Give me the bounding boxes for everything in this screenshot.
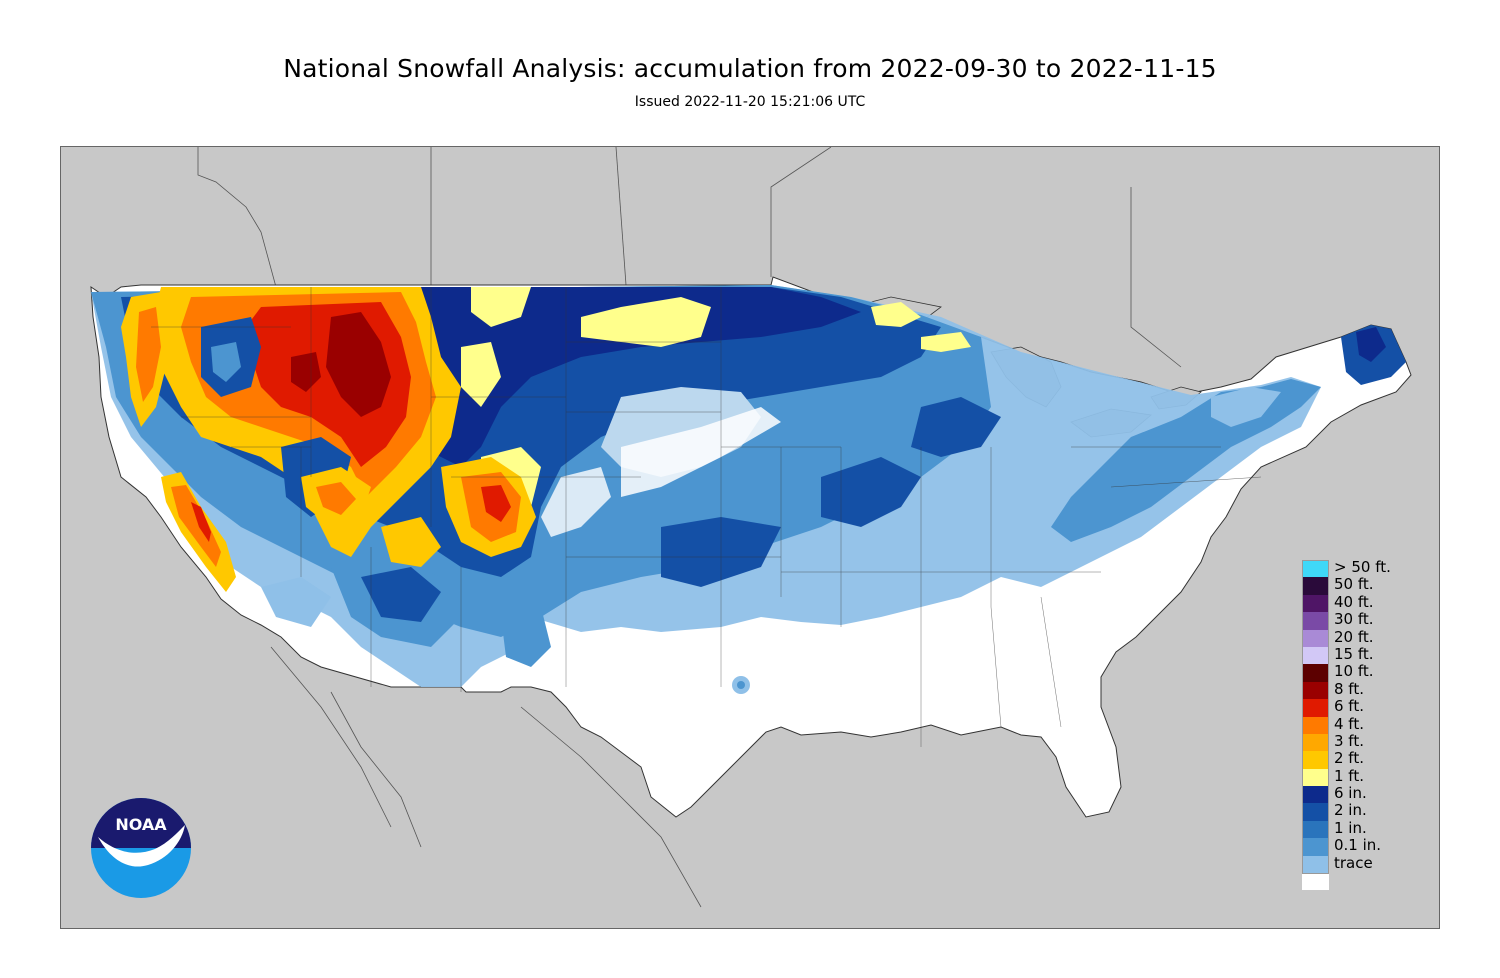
legend-label: 30 ft.: [1334, 610, 1374, 629]
map-subtitle: Issued 2022-11-20 15:21:06 UTC: [634, 94, 866, 110]
legend-swatch: [1302, 577, 1329, 595]
legend-label: 2 ft.: [1334, 749, 1364, 768]
legend-label: 1 in.: [1334, 818, 1367, 837]
legend-label: 15 ft.: [1334, 644, 1374, 663]
legend-label: 4 ft.: [1334, 714, 1364, 733]
legend-swatch: [1302, 716, 1329, 734]
legend-swatch: [1302, 838, 1329, 856]
legend-swatch: [1302, 855, 1329, 874]
legend-label: 6 ft.: [1334, 697, 1364, 716]
legend-swatch: [1302, 594, 1329, 613]
map-title: National Snowfall Analysis: accumulation…: [283, 54, 1217, 83]
snowfall-map[interactable]: [60, 146, 1440, 929]
mexico-borders: [270, 646, 702, 908]
legend-swatch: [1302, 664, 1329, 682]
canada-borders: [197, 147, 1182, 368]
noaa-logo-text: NOAA: [115, 815, 167, 834]
legend-swatch: [1302, 699, 1329, 717]
legend-label: 2 in.: [1334, 801, 1367, 820]
legend-swatch: [1302, 751, 1329, 769]
legend-label: 20 ft.: [1334, 627, 1374, 646]
legend-label: 8 ft.: [1334, 679, 1364, 698]
legend-swatch: [1302, 681, 1329, 700]
legend-label: 6 in.: [1334, 784, 1367, 803]
legend-label: 0.1 in.: [1334, 836, 1382, 855]
legend-swatch: [1302, 786, 1329, 804]
legend-swatch: [1302, 820, 1329, 839]
legend-label: > 50 ft.: [1334, 558, 1391, 576]
legend-label: 3 ft.: [1334, 731, 1364, 750]
noaa-logo: NOAA: [91, 798, 191, 898]
legend-swatch: [1302, 768, 1329, 787]
legend-swatch: [1302, 803, 1329, 821]
map-canvas: [61, 147, 1439, 928]
legend-swatch: [1302, 873, 1329, 891]
snow-cover-layers: [91, 285, 1406, 694]
legend-swatch: [1302, 629, 1329, 647]
legend-swatch: [1302, 733, 1329, 752]
legend-label: 40 ft.: [1334, 592, 1374, 611]
legend-label: 10 ft.: [1334, 662, 1374, 681]
state-borders: [151, 287, 1262, 747]
legend-swatch: [1302, 612, 1329, 630]
legend-swatch: [1302, 646, 1329, 665]
legend-swatch: [1302, 560, 1329, 578]
legend-label: 50 ft.: [1334, 575, 1374, 594]
legend-label: trace: [1334, 853, 1373, 872]
legend-label: 1 ft.: [1334, 766, 1364, 785]
